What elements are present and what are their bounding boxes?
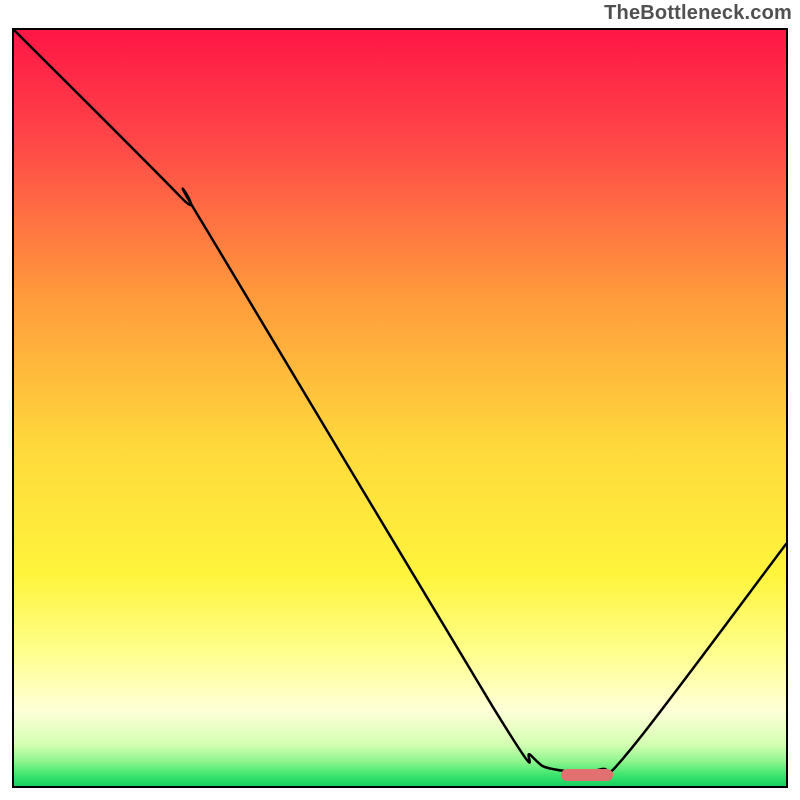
plot-area: [12, 28, 788, 788]
watermark-text: TheBottleneck.com: [604, 2, 792, 25]
chart-container: TheBottleneck.com: [0, 0, 800, 800]
highlight-marker: [561, 769, 613, 781]
curve-line: [14, 30, 786, 786]
